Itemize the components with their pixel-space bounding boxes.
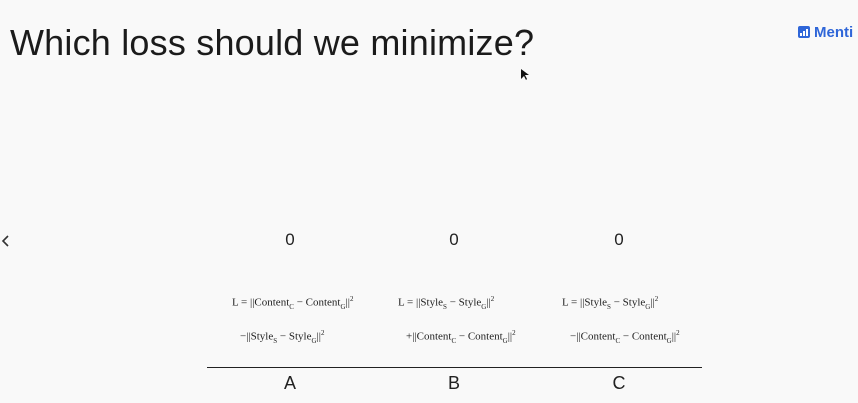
question-title: Which loss should we minimize? [10, 22, 535, 63]
brand-name: Menti [814, 23, 854, 41]
option-b-label: B [447, 373, 460, 393]
option-a-count: 0 [285, 230, 295, 249]
option-b-formula: L = ||StyleS − StyleG||2 +||ContentC − C… [398, 295, 516, 345]
chevron-left-icon[interactable] [0, 233, 14, 251]
option-c-count: 0 [614, 230, 624, 249]
option-c-formula: L = ||StyleS − StyleG||2 −||ContentC − C… [562, 295, 680, 345]
option-b-count: 0 [449, 230, 459, 249]
option-c-label: C [612, 373, 626, 393]
mentimeter-logo: Menti [798, 23, 853, 41]
bar-chart-icon [798, 26, 810, 38]
chart-baseline [207, 367, 702, 368]
mouse-cursor-icon [521, 68, 531, 82]
option-a-formula: L = ||ContentC − ContentG||2 −||StyleS −… [232, 295, 354, 345]
option-a-label: A [283, 373, 296, 393]
